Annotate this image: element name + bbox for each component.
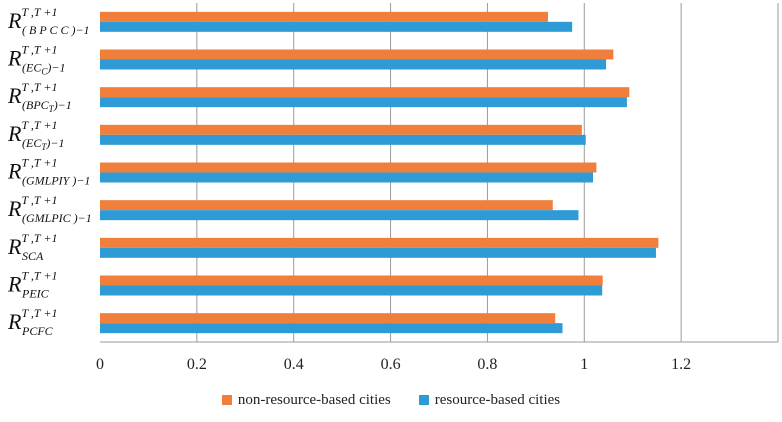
category-sublabel-6: SCA <box>22 249 44 263</box>
category-sublabel-8: PCFC <box>21 324 54 338</box>
bar-resource-3 <box>100 134 586 145</box>
bar-non-resource-0 <box>100 11 548 22</box>
category-label-4: RT ,T +1 <box>7 156 57 184</box>
bar-resource-5 <box>100 210 579 221</box>
bar-resource-4 <box>100 172 594 183</box>
legend-item-non-resource: non-resource-based cities <box>221 391 391 409</box>
category-label-2: RT ,T +1 <box>7 80 57 108</box>
legend-label-resource: resource-based cities <box>434 391 561 408</box>
category-sublabel-3: (ECT)−1 <box>22 136 64 152</box>
x-tick-label-6: 1.2 <box>671 356 691 373</box>
x-tick-label-0: 0 <box>96 356 104 373</box>
bar-resource-0 <box>100 21 573 32</box>
category-sublabel-2: (BPCT)−1 <box>22 98 72 114</box>
legend-swatch-resource <box>418 395 429 405</box>
legend-item-resource: resource-based cities <box>418 391 561 409</box>
category-label-1: RT ,T +1 <box>7 43 57 71</box>
legend-swatch-non-resource <box>221 395 232 405</box>
category-sublabel-0: ( B P C C )−1 <box>22 23 90 37</box>
category-label-0: RT ,T +1 <box>7 5 57 33</box>
x-tick-label-1: 0.2 <box>187 356 207 373</box>
legend: non-resource-based cities resource-based… <box>0 390 782 410</box>
x-tick-label-4: 0.8 <box>477 356 497 373</box>
category-sublabel-7: PEIC <box>21 287 50 301</box>
legend-label-non-resource: non-resource-based cities <box>237 391 391 408</box>
bar-resource-7 <box>100 285 603 296</box>
bar-non-resource-7 <box>100 275 603 286</box>
bar-resource-8 <box>100 323 563 334</box>
bar-non-resource-3 <box>100 124 582 135</box>
category-label-8: RT ,T +1 <box>7 306 57 334</box>
bar-non-resource-1 <box>100 49 614 60</box>
category-sublabel-1: (ECC)−1 <box>22 61 65 77</box>
x-tick-label-3: 0.6 <box>381 356 401 373</box>
category-sublabel-4: (GMLPIY )−1 <box>22 174 90 188</box>
bar-resource-2 <box>100 97 627 108</box>
category-sublabel-5: (GMLPIC )−1 <box>22 211 92 225</box>
bar-resource-1 <box>100 59 607 70</box>
bar-non-resource-4 <box>100 162 597 173</box>
category-label-7: RT ,T +1 <box>7 269 57 297</box>
x-tick-label-5: 1 <box>580 356 588 373</box>
bar-non-resource-2 <box>100 87 630 98</box>
x-tick-label-2: 0.4 <box>284 356 304 373</box>
bar-non-resource-5 <box>100 200 553 211</box>
bar-non-resource-6 <box>100 237 659 248</box>
category-label-6: RT ,T +1 <box>7 231 57 259</box>
category-label-3: RT ,T +1 <box>7 118 57 146</box>
bar-resource-6 <box>100 247 656 258</box>
bar-non-resource-8 <box>100 313 556 324</box>
category-label-5: RT ,T +1 <box>7 193 57 221</box>
